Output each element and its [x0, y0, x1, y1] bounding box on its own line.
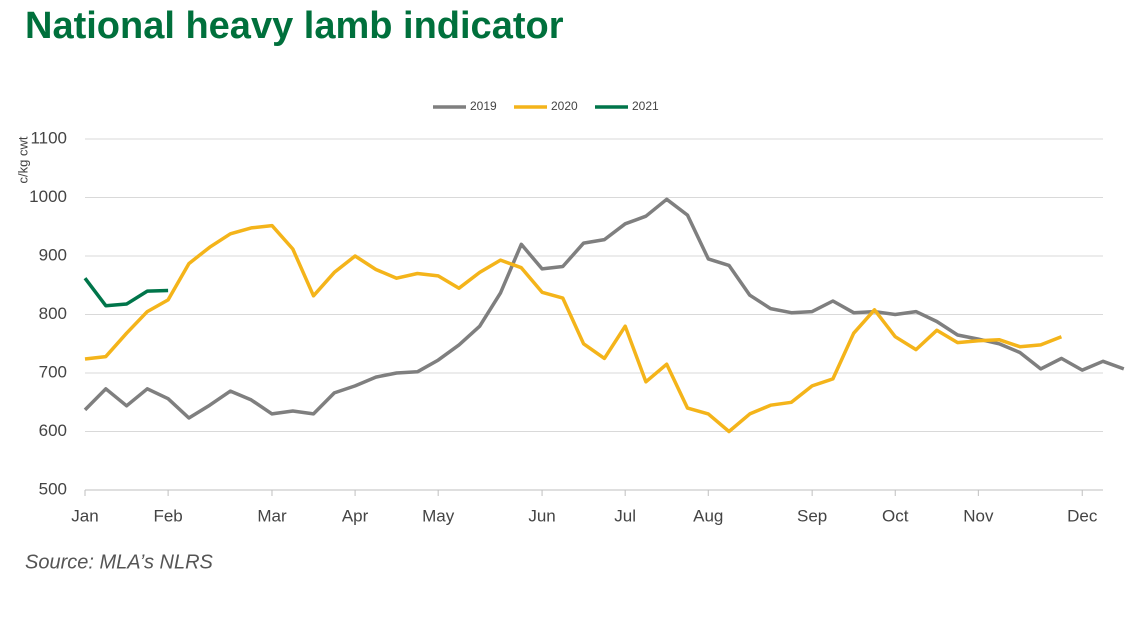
series-line — [83, 277, 169, 308]
y-tick-label: 1000 — [29, 187, 67, 206]
x-tick-label: Feb — [153, 506, 182, 525]
y-axis-label: c/kg cwt — [15, 136, 30, 183]
legend-label: 2019 — [470, 99, 497, 113]
chart-title: National heavy lamb indicator — [25, 5, 564, 47]
x-tick-label: Aug — [693, 506, 723, 525]
x-tick-label: Nov — [963, 506, 994, 525]
x-tick-label: Oct — [882, 506, 909, 525]
y-tick-label: 600 — [39, 421, 67, 440]
legend-label: 2020 — [551, 99, 578, 113]
y-tick-label: 1100 — [30, 128, 67, 147]
series-line — [83, 197, 1125, 420]
y-tick-label: 900 — [39, 245, 67, 264]
series-line — [84, 223, 1063, 434]
y-tick-label: 800 — [39, 304, 67, 323]
x-tick-label: Jan — [71, 506, 98, 525]
y-tick-label: 700 — [39, 362, 67, 381]
x-tick-label: Mar — [257, 506, 287, 525]
x-tick-label: Sep — [797, 506, 827, 525]
legend-label: 2021 — [632, 99, 659, 113]
x-tick-label: May — [422, 506, 455, 525]
x-tick-label: Jun — [528, 506, 555, 525]
x-tick-label: Jul — [614, 506, 636, 525]
y-tick-label: 500 — [39, 479, 67, 498]
x-tick-label: Apr — [342, 506, 369, 525]
x-tick-label: Dec — [1067, 506, 1098, 525]
source-note: Source: MLA’s NLRS — [25, 551, 214, 573]
